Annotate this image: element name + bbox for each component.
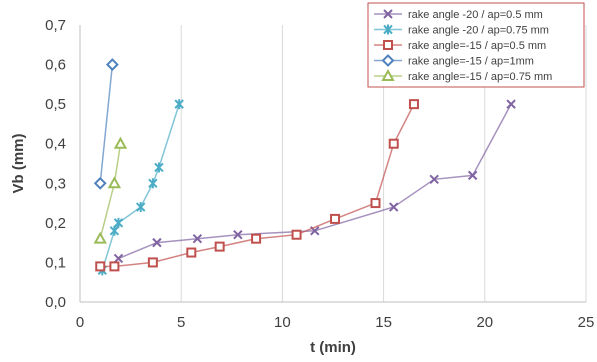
legend-label: rake angle=-15 / ap=1mm [408, 56, 534, 68]
legend-marker [381, 54, 395, 67]
x-tick-label: 20 [476, 314, 493, 331]
series-1 [113, 99, 516, 264]
data-point [152, 237, 162, 248]
data-point [136, 202, 146, 213]
data-point [467, 170, 478, 181]
series-4 [93, 58, 119, 190]
data-point [429, 174, 439, 185]
legend-box [367, 2, 585, 88]
data-point [113, 253, 124, 264]
data-point [113, 136, 128, 149]
data-point [105, 58, 119, 71]
data-point [291, 229, 302, 240]
y-tick-label: 0,6 [45, 57, 66, 74]
series-5 [93, 136, 128, 244]
legend-item: rake angle=-15 / ap=0.5 mm [374, 40, 546, 52]
data-point [109, 261, 120, 272]
data-point [148, 178, 158, 189]
legend-label: rake angle -20 / ap=0.5 mm [408, 9, 543, 21]
data-point [330, 213, 341, 224]
x-tick-label: 0 [76, 314, 84, 331]
data-point [233, 230, 243, 240]
data-point [95, 261, 106, 272]
x-tick-label: 10 [274, 314, 291, 331]
data-point [93, 176, 107, 190]
series-group [93, 58, 516, 276]
x-axis-title: t (min) [310, 339, 356, 356]
data-point [370, 198, 381, 209]
axes: 0 5 10 15 20 25 0,0 0,1 0,2 0,3 0,4 0,5 0,6 0,7 [45, 17, 594, 331]
legend-item: rake angle -20 / ap=0.75 mm [374, 24, 549, 37]
data-point [389, 202, 399, 212]
data-point [107, 176, 122, 189]
legend-marker [383, 40, 393, 50]
legend: rake angle -20 / ap=0.5 mm rake angle -20… [367, 2, 585, 88]
x-tick-label: 25 [578, 314, 595, 331]
data-point [251, 233, 262, 244]
data-point [506, 99, 516, 109]
legend-label: rake angle=-15 / ap=0.75 mm [408, 71, 552, 83]
data-point [147, 257, 158, 268]
legend-marker [381, 68, 395, 81]
x-tick-label: 15 [375, 314, 392, 331]
data-point [186, 247, 197, 258]
series-line [118, 103, 512, 260]
y-tick-label: 0,5 [45, 96, 66, 113]
y-tick-label: 0,2 [45, 215, 66, 232]
legend-item: rake angle -20 / ap=0.5 mm [374, 9, 543, 21]
legend-label: rake angle -20 / ap=0.75 mm [408, 25, 549, 37]
legend-item: rake angle=-15 / ap=1mm [374, 54, 534, 68]
data-point [192, 233, 203, 244]
legend-marker [383, 24, 393, 35]
y-tick-label: 0,3 [45, 175, 66, 192]
data-point [109, 225, 120, 236]
data-point [113, 217, 124, 228]
data-point [408, 99, 419, 110]
data-point [154, 162, 164, 173]
legend-marker [383, 9, 393, 19]
series-line [99, 64, 114, 184]
data-point [93, 231, 107, 244]
y-tick-label: 0,1 [45, 254, 66, 271]
y-tick-label: 0,4 [45, 136, 66, 153]
data-point [388, 138, 399, 149]
y-tick-label: 0,0 [45, 294, 66, 311]
data-point [214, 241, 225, 252]
x-tick-label: 5 [177, 314, 185, 331]
legend-item: rake angle=-15 / ap=0.75 mm [374, 68, 552, 83]
legend-label: rake angle=-15 / ap=0.5 mm [408, 40, 546, 52]
y-tick-label: 0,7 [45, 17, 66, 34]
data-point [174, 99, 184, 110]
series-3 [95, 99, 419, 272]
y-axis-title: Vb (mm) [10, 133, 27, 193]
